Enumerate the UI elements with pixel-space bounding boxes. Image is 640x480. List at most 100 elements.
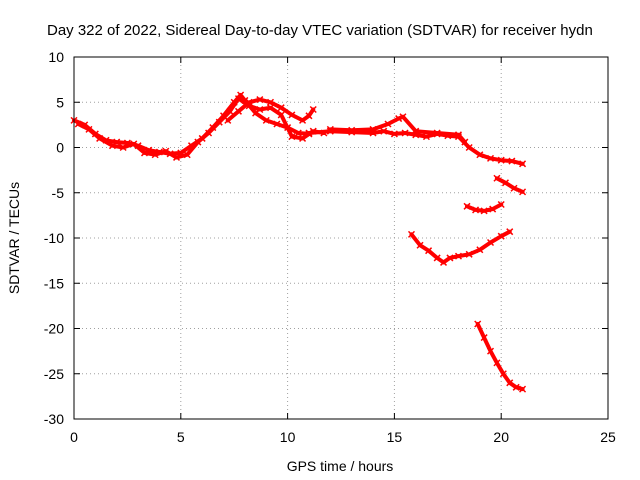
data-point (194, 138, 202, 146)
data-point (472, 206, 480, 214)
grid-lines (74, 57, 608, 419)
data-point (380, 127, 388, 135)
series-arc-low-2 (474, 320, 527, 393)
data-point (288, 111, 296, 119)
data-point (266, 104, 275, 112)
data-point (476, 246, 484, 254)
data-point (119, 143, 127, 152)
data-point (465, 250, 473, 258)
data-point (506, 379, 514, 387)
data-point (489, 205, 497, 213)
data-point (130, 140, 138, 148)
data-point (425, 247, 433, 255)
data-point (384, 120, 392, 128)
chart-title: Day 322 of 2022, Sidereal Day-to-day VTE… (47, 22, 593, 39)
data-point (96, 134, 104, 142)
y-tick-label: -30 (44, 411, 64, 427)
data-point (461, 138, 469, 146)
data-point (486, 154, 495, 162)
series-arc-main-b (74, 95, 328, 161)
data-point (299, 134, 307, 142)
x-tick-label: 15 (387, 429, 403, 445)
y-tick-label: 0 (56, 140, 64, 156)
series-arc-low-1 (407, 228, 514, 266)
x-tick-label: 20 (493, 429, 509, 445)
data-point (245, 98, 253, 106)
x-tick-label: 0 (70, 429, 78, 445)
data-point (497, 156, 505, 164)
data-point (512, 383, 520, 391)
data-point (463, 202, 471, 210)
data-point (412, 127, 420, 135)
data-point (497, 232, 505, 240)
data-point (277, 104, 285, 112)
series-arc-mid (305, 127, 527, 168)
data-point (499, 370, 507, 378)
data-point (277, 111, 285, 119)
data-point (422, 133, 430, 141)
data-point (369, 125, 377, 133)
data-point (433, 254, 441, 262)
data-point (454, 131, 463, 139)
data-point (407, 230, 416, 238)
y-tick-label: -5 (52, 185, 65, 201)
data-point (305, 129, 313, 137)
data-point (497, 200, 505, 209)
x-axis-label: GPS time / hours (287, 458, 394, 474)
data-point (273, 120, 281, 128)
data-point (399, 113, 407, 121)
data-point (519, 385, 527, 393)
data-point (266, 98, 275, 106)
data-point (486, 238, 495, 247)
data-point (395, 115, 403, 123)
data-point (433, 129, 441, 137)
data-point (493, 174, 501, 182)
y-tick-label: 10 (48, 49, 64, 65)
data-point (519, 160, 527, 168)
series-arc-short-1 (463, 200, 505, 215)
y-tick-label: 5 (56, 94, 64, 110)
y-tick-label: -20 (44, 321, 64, 337)
y-tick-label: -25 (44, 366, 64, 382)
data-point (262, 116, 270, 124)
series-arc-hump (224, 96, 317, 124)
data-point (474, 320, 482, 328)
data-point (172, 153, 181, 161)
data-point (465, 143, 473, 152)
data-point (348, 126, 356, 134)
data-point (454, 252, 463, 260)
data-point (215, 118, 223, 126)
series-trace (307, 129, 525, 166)
x-tick-label: 25 (600, 429, 616, 445)
data-point (226, 107, 234, 115)
data-point (162, 147, 170, 155)
data-point (501, 179, 510, 187)
data-point (140, 149, 149, 157)
data-point (151, 151, 159, 159)
axis-ticks: 0 5 10 15 20 25 10 5 0 -5 -10 -15 -20 -25 -30 (44, 49, 616, 445)
data-point (326, 125, 334, 133)
series-trace (328, 114, 467, 145)
series-trace (76, 96, 326, 160)
data-point (74, 120, 82, 128)
x-tick-label: 5 (177, 429, 185, 445)
data-point (439, 258, 448, 266)
data-point (476, 151, 484, 159)
data-points (70, 91, 527, 393)
data-point (510, 184, 518, 192)
data-point (234, 107, 243, 115)
data-point (256, 96, 264, 104)
data-point (183, 151, 191, 159)
data-point (480, 207, 488, 215)
series-trace (475, 322, 525, 392)
series-arc-mid-b (326, 113, 469, 146)
data-point (486, 347, 495, 355)
y-tick-label: -15 (44, 275, 64, 291)
data-point (256, 105, 264, 114)
y-axis-label: SDTVAR / TECUs (6, 182, 22, 294)
data-point (309, 105, 317, 114)
data-point (205, 129, 213, 137)
y-tick-label: -10 (44, 230, 64, 246)
data-point (480, 334, 488, 342)
